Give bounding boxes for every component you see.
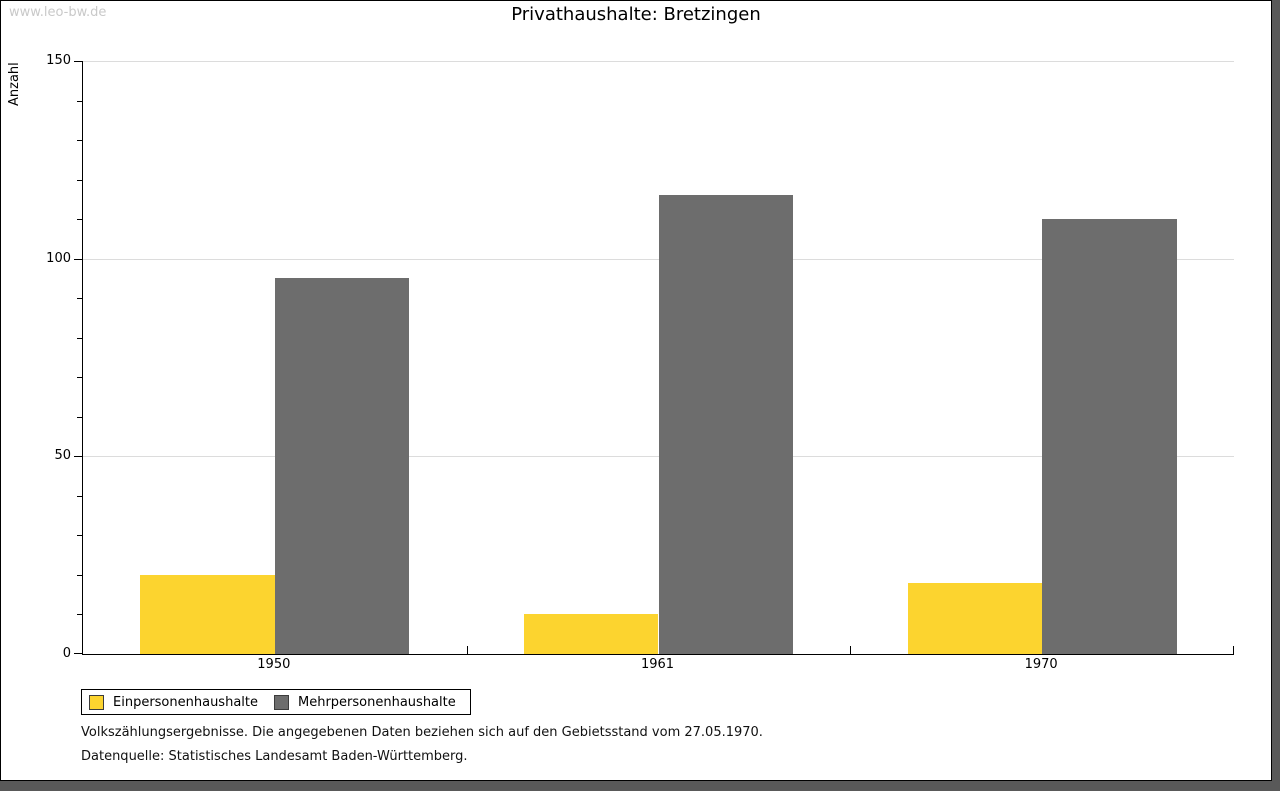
y-axis-label: Anzahl (7, 62, 22, 106)
gridline-150 (83, 61, 1234, 62)
x-axis-end-tick (1233, 646, 1234, 654)
y-tick-0 (74, 653, 82, 654)
y-tick-label-50: 50 (54, 448, 71, 464)
bar-einpersonenhaushalte-1970 (907, 582, 1043, 654)
y-minor-tick-140 (77, 101, 82, 102)
y-tick-label-150: 150 (46, 53, 71, 68)
y-tick-label-0: 0 (62, 646, 71, 661)
y-minor-tick-40 (77, 496, 82, 497)
y-minor-tick-60 (77, 417, 82, 418)
x-tick-label-1970: 1970 (1024, 657, 1058, 672)
y-minor-tick-30 (77, 535, 82, 536)
note-source: Datenquelle: Statistisches Landesamt Bad… (81, 749, 468, 764)
bar-einpersonenhaushalte-1961 (523, 614, 659, 654)
legend-label-einpersonenhaushalte: Einpersonenhaushalte (113, 694, 258, 710)
x-boundary-tick-1 (467, 646, 468, 654)
y-minor-tick-70 (77, 377, 82, 378)
x-tick-label-1961: 1961 (640, 657, 675, 672)
y-tick-100 (74, 259, 82, 260)
chart-title: Privathaushalte: Bretzingen (511, 4, 761, 25)
y-tick-label-100: 100 (46, 250, 71, 266)
legend-label-mehrpersonenhaushalte: Mehrpersonenhaushalte (298, 694, 456, 710)
note-census: Volkszählungsergebnisse. Die angegebenen… (81, 725, 763, 740)
y-minor-tick-10 (77, 614, 82, 615)
watermark: www.leo-bw.de (9, 5, 107, 20)
bar-einpersonenhaushalte-1950 (140, 574, 275, 654)
y-minor-tick-80 (77, 338, 82, 339)
legend-item-mehrpersonenhaushalte: Mehrpersonenhaushalte (274, 694, 456, 710)
bar-mehrpersonenhaushalte-1950 (274, 278, 410, 654)
y-tick-150 (74, 61, 82, 62)
plot-area: 0 50 100 150 (46, 53, 1234, 661)
y-minor-tick-20 (77, 575, 82, 576)
y-minor-tick-90 (77, 298, 82, 299)
legend: Einpersonenhaushalte Mehrpersonenhaushalt… (81, 689, 471, 715)
y-tick-50 (74, 456, 82, 457)
legend-item-einpersonenhaushalte: Einpersonenhaushalte (89, 694, 258, 710)
legend-swatch-einpersonenhaushalte (89, 694, 104, 710)
x-boundary-tick-2 (850, 646, 851, 654)
y-minor-tick-120 (77, 180, 82, 181)
x-tick-label-1950: 1950 (257, 657, 291, 672)
y-minor-tick-110 (77, 219, 82, 220)
y-minor-tick-130 (77, 140, 82, 141)
legend-swatch-mehrpersonenhaushalte (274, 694, 289, 710)
bar-mehrpersonenhaushalte-1970 (1042, 219, 1177, 654)
bar-mehrpersonenhaushalte-1961 (658, 195, 794, 654)
